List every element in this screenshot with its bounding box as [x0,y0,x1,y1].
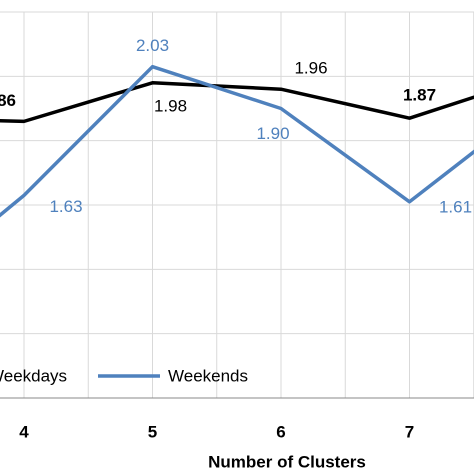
data-label: 1.63 [49,197,82,216]
x-tick-label: 5 [148,422,157,441]
legend-label: Weekdays [0,366,67,385]
data-label: 1.87 [403,86,436,105]
x-axis-title: Number of Clusters [208,452,366,471]
data-label: 1.90 [256,124,289,143]
series-line [0,64,474,218]
x-tick-label: 6 [276,422,285,441]
data-label: 2.03 [136,36,169,55]
data-label: 1.96 [294,59,327,78]
legend-label: Weekends [168,366,248,385]
x-tick-label: 7 [405,422,414,441]
x-tick-label: 4 [19,422,29,441]
data-label: 1.86 [0,91,16,110]
data-label: 1.61 [439,197,472,216]
data-label: 1.98 [154,96,187,115]
